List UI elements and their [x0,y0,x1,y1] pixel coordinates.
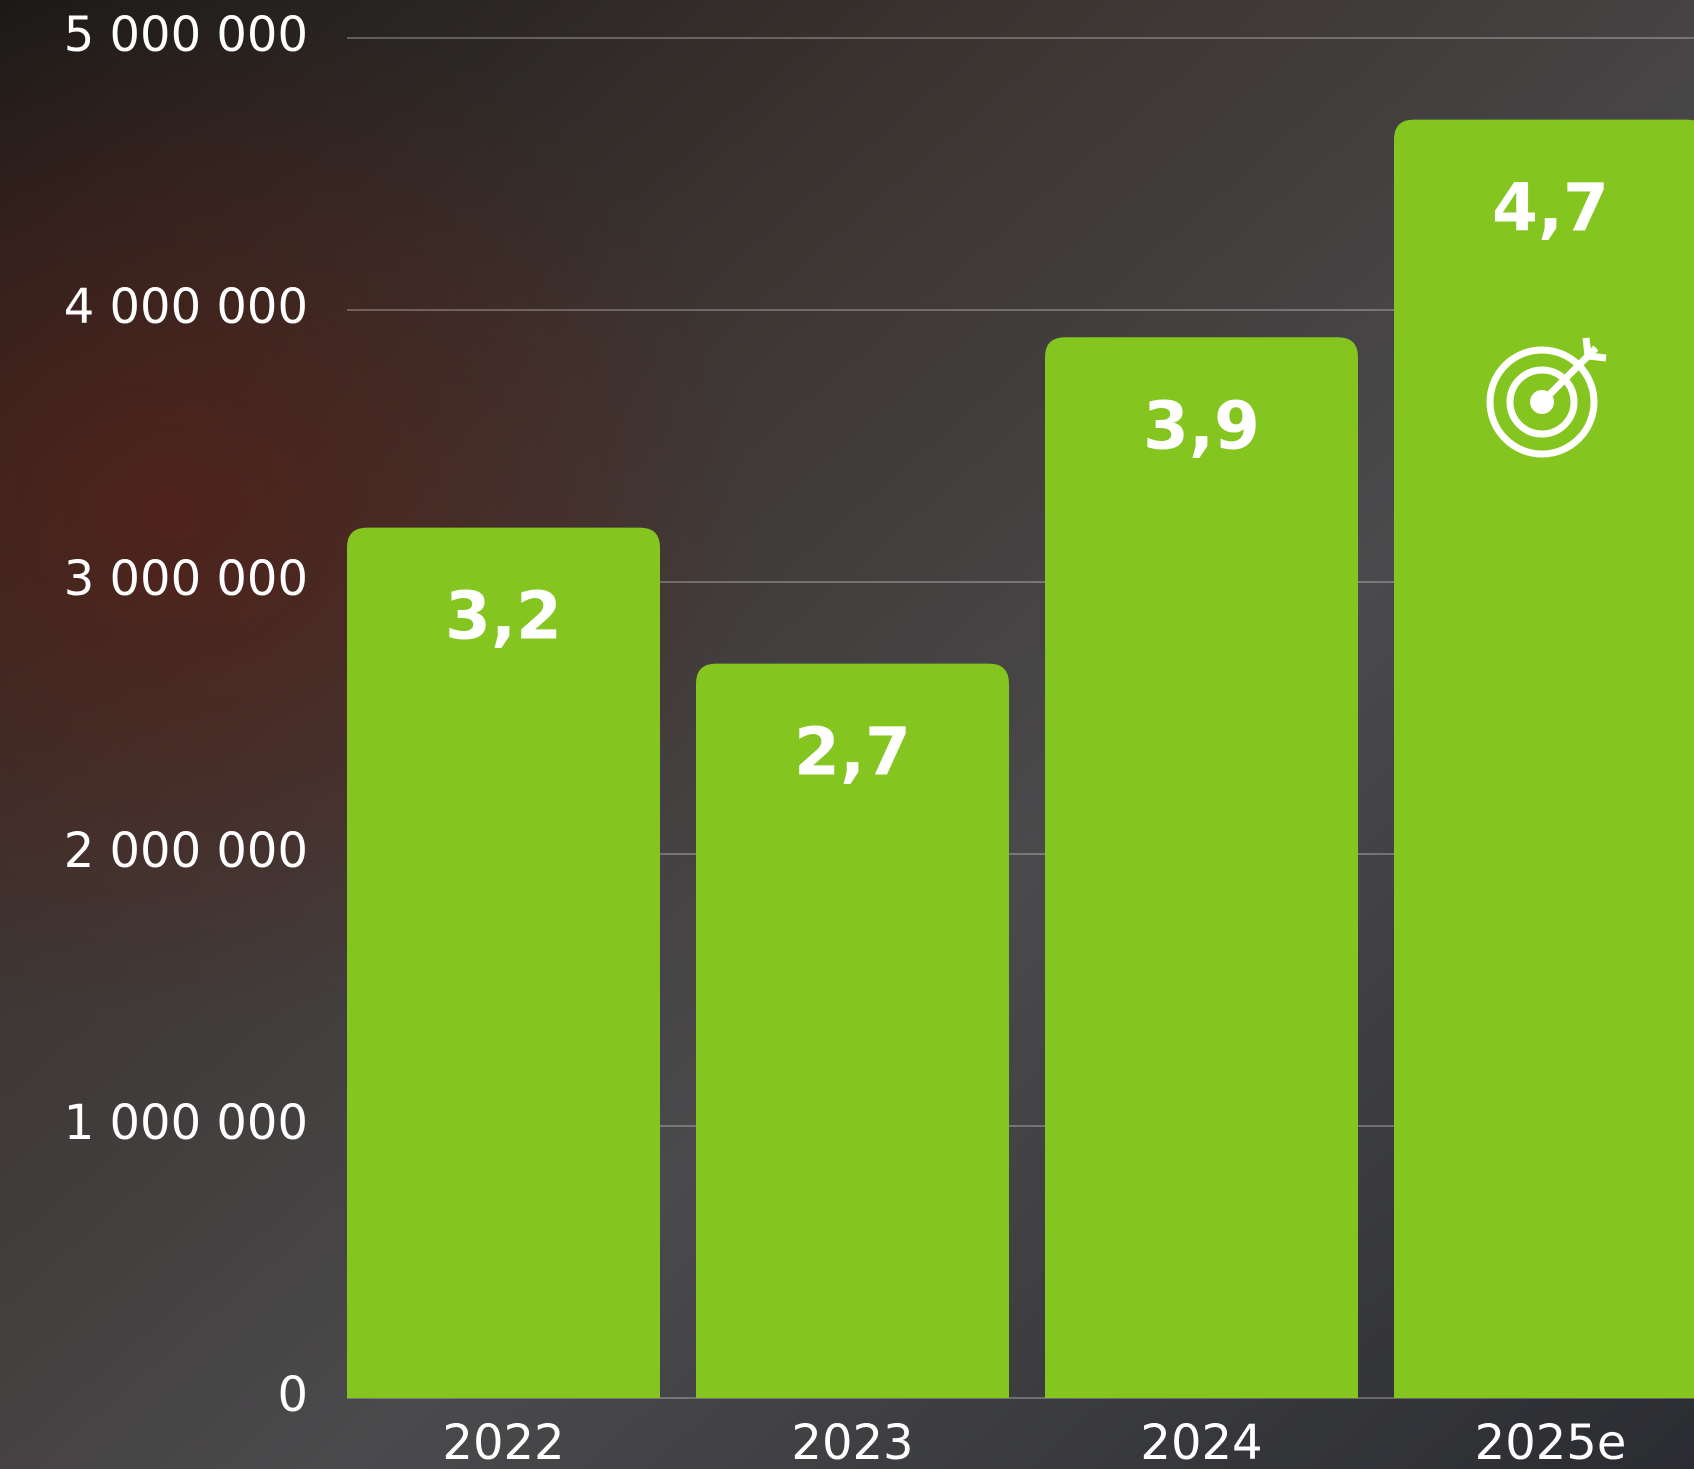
bar [1045,337,1358,1398]
x-tick-label: 2024 [1140,1415,1262,1469]
bar [1394,120,1694,1398]
value-label: 4,7 [1492,170,1609,247]
chart: 0 1 000 000 2 000 000 3 000 000 4 000 000 5 0… [0,0,1694,1469]
bar [347,528,660,1398]
x-tick-label: 2025e [1475,1415,1627,1469]
value-label: 3,2 [445,578,562,655]
y-tick-label: 3 000 000 [64,551,308,607]
value-label: 2,7 [794,714,911,791]
y-tick-label: 5 000 000 [64,7,308,63]
x-tick-label: 2023 [791,1415,913,1469]
page: 0 1 000 000 2 000 000 3 000 000 4 000 000 5 0… [0,0,1694,1469]
y-tick-label: 0 [277,1367,308,1423]
y-tick-label: 2 000 000 [64,823,308,879]
x-tick-label: 2022 [442,1415,564,1469]
y-tick-label: 1 000 000 [64,1095,308,1151]
y-tick-label: 4 000 000 [64,279,308,335]
value-label: 3,9 [1143,387,1260,464]
